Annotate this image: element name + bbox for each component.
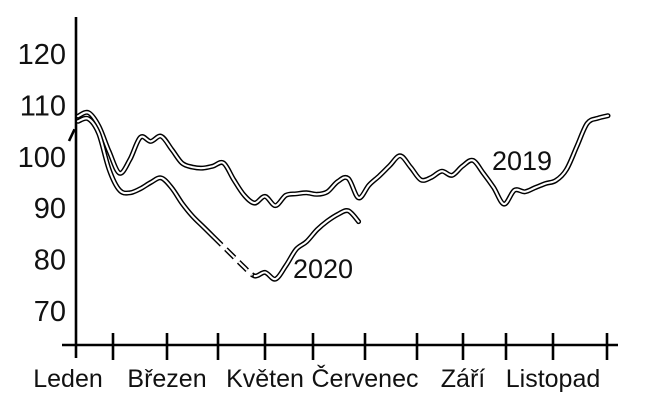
- series-2019-core: [76, 111, 610, 207]
- series-2020-seg3-core: [253, 209, 360, 281]
- series-label-2020: 2020: [293, 254, 353, 284]
- series-2020-seg2-dashed-core: [212, 235, 256, 278]
- y-axis-label-70: 70: [34, 296, 66, 328]
- x-axis-month-label-zari: Září: [441, 365, 486, 393]
- x-axis-month-label-leden: Leden: [33, 365, 103, 393]
- x-axis-month-label-kveten: Květen: [226, 365, 304, 393]
- y-axis-label-100: 100: [18, 142, 66, 174]
- y-axis-label-90: 90: [34, 193, 66, 225]
- x-axis-month-label-listopad: Listopad: [506, 365, 601, 393]
- x-axis-month-label-cervenec: Červenec: [312, 364, 419, 393]
- y-axis-label-110: 110: [20, 90, 66, 122]
- series-label-2019: 2019: [492, 146, 552, 176]
- y-axis-label-120: 120: [18, 39, 66, 71]
- x-axis-month-label-brezen: Březen: [127, 365, 206, 393]
- series-2020-seg1-core: [76, 117, 215, 238]
- y-axis-label-80: 80: [34, 245, 66, 277]
- series-2020-leadin-dash: [67, 122, 79, 142]
